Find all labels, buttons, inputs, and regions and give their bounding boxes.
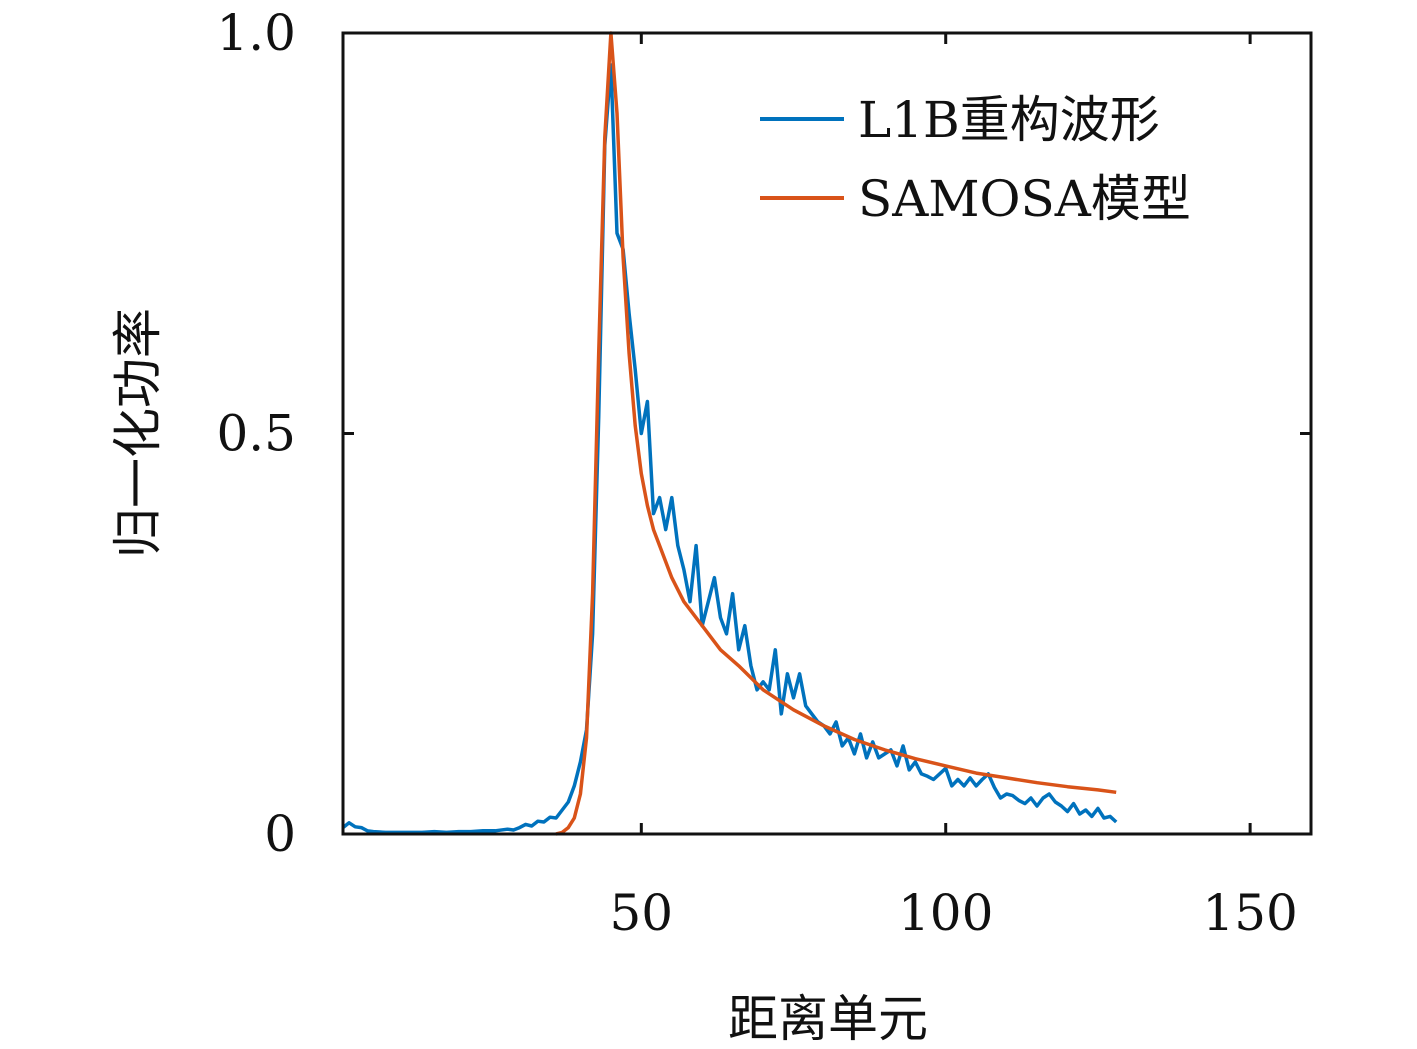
x-tick-label: 50 <box>610 884 674 942</box>
legend: L1B重构波形 SAMOSA模型 <box>760 91 1191 228</box>
x-tick-label: 150 <box>1202 884 1297 942</box>
legend-label-l1b: L1B重构波形 <box>858 91 1160 149</box>
series-line-l1b <box>341 63 1118 835</box>
x-tick-label: 100 <box>898 884 993 942</box>
x-axis-label: 距离单元 <box>728 990 928 1048</box>
series-line-samosa <box>555 31 1117 836</box>
y-tick-label: 1.0 <box>216 4 296 62</box>
series-layer <box>341 31 1118 836</box>
y-axis-label: 归一化功率 <box>109 308 167 558</box>
tick-layer: 50 100 150 0 0.5 1.0 <box>216 4 1311 942</box>
y-tick-label: 0 <box>264 805 296 863</box>
y-tick-label: 0.5 <box>216 405 296 463</box>
legend-label-samosa: SAMOSA模型 <box>858 170 1191 228</box>
plot-frame <box>341 31 1313 836</box>
